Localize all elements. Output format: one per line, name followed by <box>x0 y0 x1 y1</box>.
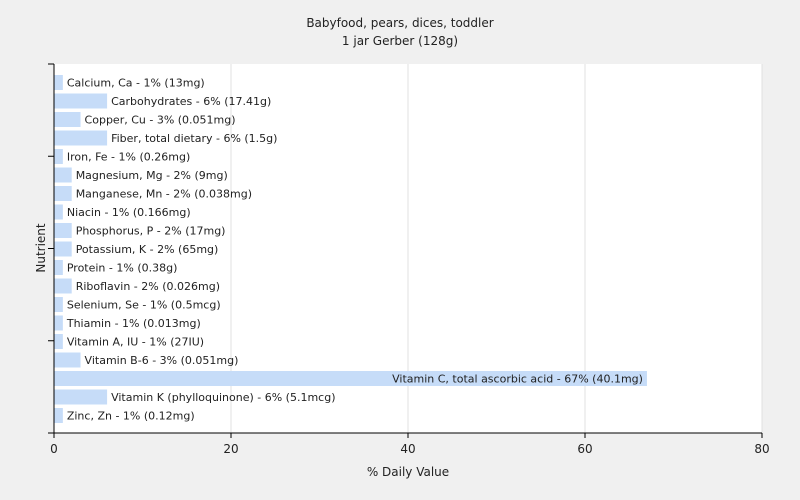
bar-label: Niacin - 1% (0.166mg) <box>67 206 191 219</box>
bar-label: Vitamin C, total ascorbic acid - 67% (40… <box>392 373 643 386</box>
x-tick-label: 60 <box>577 442 592 456</box>
bar-label: Fiber, total dietary - 6% (1.5g) <box>111 132 277 145</box>
bar <box>54 75 63 90</box>
bar <box>54 371 647 386</box>
bar-label: Carbohydrates - 6% (17.41g) <box>111 95 271 108</box>
bar <box>54 167 72 183</box>
bar-label: Manganese, Mn - 2% (0.038mg) <box>76 188 252 201</box>
bar <box>54 352 81 368</box>
bar <box>54 130 108 146</box>
bar-label: Thiamin - 1% (0.013mg) <box>66 317 201 330</box>
bar-label: Phosphorus, P - 2% (17mg) <box>76 225 226 238</box>
x-axis-label: % Daily Value <box>367 465 449 479</box>
chart-title: Babyfood, pears, dices, toddler <box>306 16 493 30</box>
bar-label: Calcium, Ca - 1% (13mg) <box>67 77 205 90</box>
bars: Calcium, Ca - 1% (13mg) Carbohydrates - 6… <box>54 75 647 423</box>
bar <box>54 334 63 349</box>
bar-label: Vitamin K (phylloquinone) - 6% (5.1mcg) <box>111 391 335 404</box>
bar-label: Selenium, Se - 1% (0.5mcg) <box>67 299 221 312</box>
bar <box>54 408 63 423</box>
bar <box>54 204 63 220</box>
bar <box>54 186 72 201</box>
bar-label: Potassium, K - 2% (65mg) <box>76 243 219 256</box>
axes: 0 20 40 60 80 <box>48 63 770 456</box>
bar-label: Copper, Cu - 3% (0.051mg) <box>85 114 236 127</box>
chart-subtitle: 1 jar Gerber (128g) <box>342 34 458 48</box>
x-tick-label: 80 <box>754 442 769 456</box>
x-tick-label: 40 <box>400 442 415 456</box>
bar <box>54 149 63 164</box>
bar <box>54 389 108 405</box>
bar-label: Riboflavin - 2% (0.026mg) <box>76 280 220 293</box>
y-axis-label: Nutrient <box>34 223 48 273</box>
x-tick-label: 20 <box>223 442 238 456</box>
bar <box>54 315 63 331</box>
bar <box>54 112 81 127</box>
bar-label: Zinc, Zn - 1% (0.12mg) <box>67 410 195 423</box>
bar <box>54 93 108 109</box>
bar <box>54 278 72 294</box>
bar <box>54 241 72 257</box>
bar-label: Iron, Fe - 1% (0.26mg) <box>67 151 190 164</box>
bar <box>54 297 63 312</box>
bar <box>54 260 63 275</box>
bar <box>54 223 72 238</box>
x-tick-label: 0 <box>50 442 58 456</box>
bar-label: Vitamin B-6 - 3% (0.051mg) <box>85 354 239 367</box>
bar-label: Protein - 1% (0.38g) <box>67 262 178 275</box>
bar-label: Magnesium, Mg - 2% (9mg) <box>76 169 228 182</box>
bar-label: Vitamin A, IU - 1% (27IU) <box>67 336 204 349</box>
